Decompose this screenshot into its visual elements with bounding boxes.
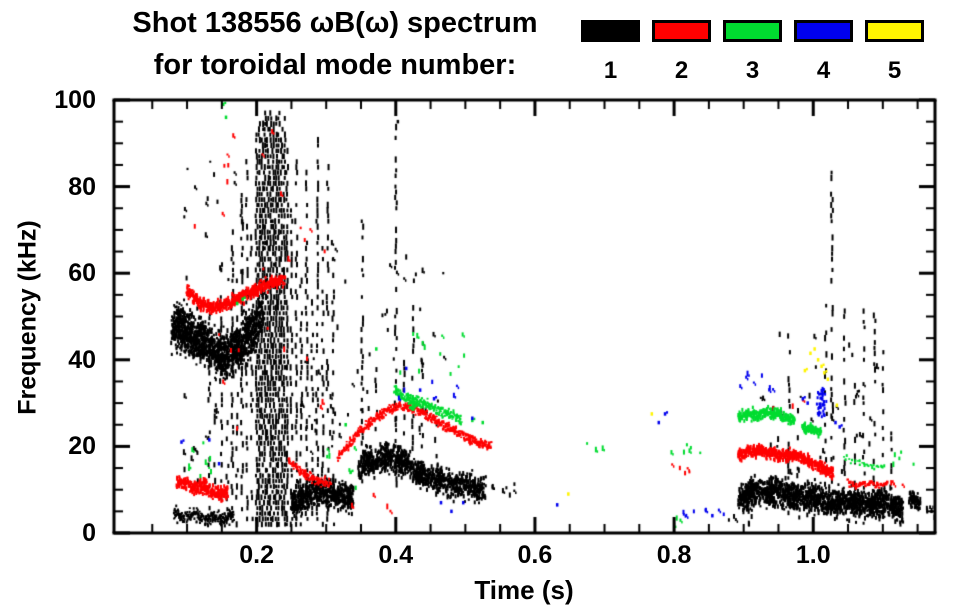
legend-swatch (581, 20, 640, 42)
legend-swatch (723, 20, 782, 42)
y-tick-label: 60 (68, 259, 96, 288)
x-tick-label: 0.8 (656, 541, 692, 569)
legend-swatch (865, 20, 924, 42)
y-tick-label: 40 (68, 345, 96, 374)
y-tick-label: 20 (68, 432, 96, 461)
y-tick-label: 0 (82, 519, 96, 547)
x-tick-label: 0.2 (239, 541, 274, 569)
y-tick-label: 100 (54, 86, 96, 114)
legend-mode-number: 5 (887, 57, 902, 84)
legend-mode-number: 3 (745, 57, 760, 84)
legend-mode-number: 1 (603, 57, 618, 84)
legend-swatch (652, 20, 711, 42)
legend-mode-number: 2 (674, 57, 689, 84)
y-tick-label: 80 (68, 172, 96, 201)
x-tick-label: 0.4 (378, 541, 414, 569)
y-axis-label: Frequency (kHz) (13, 220, 42, 415)
x-tick-label: 0.6 (517, 541, 553, 569)
legend-swatch (794, 20, 853, 42)
chart-title: Shot 138556 ωB(ω) spectrum (132, 7, 538, 39)
x-axis-label: Time (s) (474, 575, 574, 605)
legend-mode-number: 4 (816, 57, 831, 84)
chart-subtitle: for toroidal mode number: (153, 49, 517, 81)
x-tick-label: 1.0 (795, 541, 831, 569)
